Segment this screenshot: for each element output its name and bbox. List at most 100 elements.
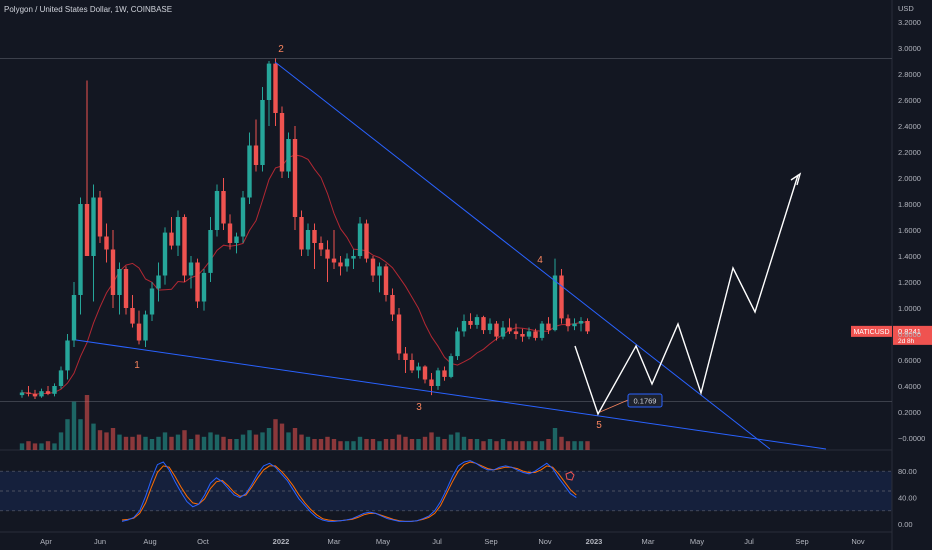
price-tick-label: 0.2000: [898, 408, 921, 417]
volume-bar: [526, 441, 532, 450]
candle-body: [468, 321, 473, 325]
volume-bar: [221, 436, 226, 450]
volume-bar: [143, 436, 148, 450]
candle-body: [396, 314, 402, 354]
volume-bar: [565, 441, 571, 450]
time-tick-label: 2022: [273, 537, 290, 546]
symbol-name-text: MATICUSD: [853, 329, 889, 336]
time-tick-label: Nov: [851, 537, 865, 546]
volume-bar: [331, 439, 337, 450]
volume-bar: [214, 434, 220, 450]
candle-body: [182, 217, 187, 276]
candle-body: [208, 230, 213, 273]
volume-bar: [266, 428, 272, 450]
price-tick-label: 3.0000: [898, 44, 921, 53]
price-tick-label: 2.6000: [898, 96, 921, 105]
countdown-text: 2d 8h: [898, 338, 915, 345]
candle-body: [78, 204, 83, 295]
wave-label: 3: [416, 402, 422, 413]
volume-bar: [585, 441, 590, 450]
candle-body: [390, 295, 395, 315]
candle-body: [71, 295, 77, 341]
candle-body: [442, 370, 447, 377]
volume-bar: [292, 428, 298, 450]
candle-body: [299, 217, 304, 250]
volume-bar: [539, 441, 545, 450]
candle-body: [292, 139, 298, 217]
volume-bar: [364, 439, 369, 450]
candle-body: [435, 370, 441, 386]
candle-body: [130, 308, 135, 324]
volume-bar: [188, 439, 194, 450]
candle-body: [481, 317, 486, 331]
price-tick-label: 1.4000: [898, 252, 921, 261]
volume-bar: [162, 432, 168, 450]
candle-body: [26, 392, 31, 394]
volume-bar: [461, 436, 467, 450]
price-tick-label: 3.2000: [898, 18, 921, 27]
candle-body: [65, 340, 70, 371]
volume-bar: [481, 441, 486, 450]
candle-body: [552, 275, 558, 331]
upper-trendline: [274, 61, 771, 450]
volume-bar: [494, 441, 499, 450]
oscillator-level-label: 40.00: [898, 494, 917, 503]
candle-body: [286, 139, 291, 172]
candle-body: [253, 145, 259, 165]
volume-bar: [65, 419, 70, 450]
volume-bar: [26, 441, 31, 450]
last-price-tag: [893, 325, 932, 345]
volume-bar: [195, 434, 200, 450]
candle-body: [169, 232, 174, 246]
volume-bar: [182, 430, 187, 450]
candle-body: [383, 266, 389, 295]
volume-bar: [578, 441, 584, 450]
volume-bar: [455, 432, 460, 450]
volume-bar: [175, 434, 181, 450]
candle-body: [513, 331, 519, 334]
measure-label-box: [627, 393, 663, 408]
candle-body: [409, 360, 415, 371]
candle-body: [214, 191, 220, 230]
volume-bar: [396, 434, 402, 450]
candle-body: [474, 317, 480, 325]
volume-bar: [104, 432, 109, 450]
time-tick-label: Oct: [197, 537, 210, 546]
oscillator-level-label: 0.00: [898, 520, 913, 529]
candle-body: [578, 321, 584, 324]
volume-bar: [208, 432, 213, 450]
candle-body: [279, 113, 285, 172]
volume-bar: [117, 434, 122, 450]
volume-bar: [487, 439, 493, 450]
price-tick-label: 0.4000: [898, 382, 921, 391]
candle-body: [305, 230, 311, 250]
price-tick-label: 0.6000: [898, 356, 921, 365]
candle-body: [338, 262, 343, 267]
candle-body: [331, 258, 337, 263]
volume-bar: [572, 441, 577, 450]
candle-body: [149, 288, 155, 315]
last-price-text: 0.8241: [898, 327, 921, 336]
candle-body: [318, 243, 324, 250]
candle-body: [364, 223, 369, 259]
wave-label: 2: [278, 44, 284, 55]
volume-bar: [377, 441, 382, 450]
volume-bar: [448, 434, 454, 450]
volume-bar: [19, 443, 25, 450]
price-tick-label: 1.6000: [898, 226, 921, 235]
volume-bar: [260, 432, 265, 450]
volume-bar: [299, 434, 304, 450]
volume-bar: [91, 423, 96, 450]
candle-body: [247, 145, 252, 198]
candle-body: [110, 249, 116, 295]
candle-body: [162, 232, 168, 276]
volume-bar: [253, 434, 259, 450]
volume-bar: [520, 441, 525, 450]
volume-bar: [32, 443, 38, 450]
candle-body: [507, 327, 512, 332]
price-tick-label: −0.0000: [898, 434, 925, 443]
candle-body: [325, 249, 330, 259]
volume-bar: [52, 443, 57, 450]
price-tick-label: 1.2000: [898, 278, 921, 287]
